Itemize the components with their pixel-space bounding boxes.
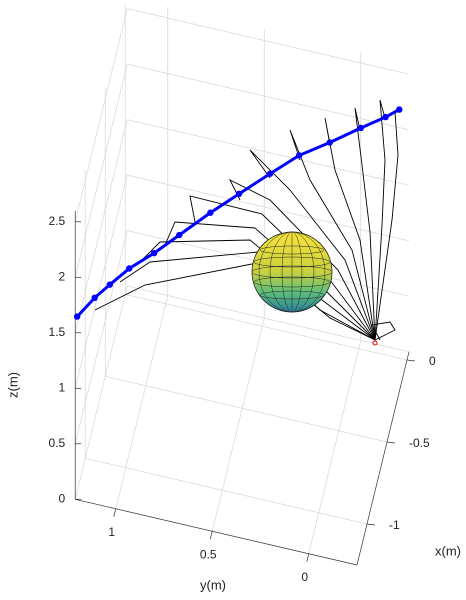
- grid-line: [127, 174, 410, 242]
- arm-link: [139, 239, 376, 341]
- x-tick: [406, 359, 416, 362]
- trajectory-point: [357, 124, 364, 132]
- z-tick-label: 2: [59, 269, 66, 283]
- obstacle-sphere: [251, 231, 333, 313]
- x-tick-label: 0: [429, 354, 436, 368]
- grid-line: [74, 286, 128, 500]
- arm-link: [94, 261, 376, 341]
- z-axis-title: z(m): [5, 372, 20, 398]
- trajectory-point: [396, 106, 403, 113]
- grid-line: [74, 175, 128, 389]
- base-marker: [372, 340, 378, 346]
- grid-line: [125, 293, 408, 361]
- y-tick-label: 1: [108, 525, 115, 539]
- grid-line: [74, 119, 128, 333]
- trajectory-point: [126, 265, 133, 272]
- trajectory-point: [382, 113, 389, 121]
- trajectory-point: [91, 294, 98, 301]
- y-tick: [209, 531, 213, 540]
- trajectory-point: [326, 139, 333, 146]
- arm-link: [374, 109, 401, 341]
- robot-arm-links: [94, 99, 401, 346]
- trajectory-point: [106, 281, 114, 288]
- arm-link: [374, 99, 386, 341]
- y-axis-line: [75, 498, 358, 566]
- grid-line: [211, 317, 265, 532]
- y-tick-label: 0.5: [200, 547, 217, 561]
- x-tick-label: -0.5: [409, 436, 430, 450]
- grid-line: [127, 8, 410, 75]
- grid-line: [74, 64, 128, 278]
- x-tick: [366, 523, 376, 526]
- grid-line: [74, 8, 128, 222]
- grid-line: [105, 375, 388, 443]
- arm-link: [189, 195, 376, 341]
- trajectory-point: [176, 231, 183, 239]
- z-tick-label: 1: [59, 380, 66, 394]
- trajectory-point: [295, 152, 303, 159]
- x-tick: [386, 441, 396, 444]
- grid-line: [127, 63, 410, 131]
- arm-link: [228, 178, 376, 341]
- y-tick-label: 0: [301, 570, 308, 584]
- arm-link: [289, 129, 376, 341]
- trajectory: [76, 108, 401, 318]
- arm-link: [324, 117, 376, 341]
- x-tick-label: -1: [389, 518, 400, 532]
- x-axis-line: [356, 351, 410, 566]
- z-tick-label: 0.5: [49, 436, 66, 450]
- grid-line: [127, 285, 410, 353]
- trajectory-point: [73, 313, 81, 320]
- grid-line: [85, 457, 368, 525]
- grid-line: [115, 295, 169, 509]
- y-tick: [113, 508, 117, 517]
- z-tick-label: 2.5: [49, 214, 66, 228]
- arm-link: [354, 107, 376, 341]
- arm-base: [371, 321, 396, 341]
- x-axis-title: x(m): [435, 543, 461, 558]
- grid-line: [308, 340, 362, 554]
- trajectory-point: [235, 190, 243, 198]
- grid-line: [127, 119, 410, 186]
- trajectory-point: [207, 209, 214, 216]
- y-tick: [306, 553, 310, 562]
- z-tick-label: 0: [59, 491, 66, 505]
- y-axis-title: y(m): [200, 577, 226, 592]
- grid-line: [74, 230, 128, 444]
- trajectory-point: [266, 170, 274, 177]
- z-tick-label: 1.5: [49, 325, 66, 339]
- arm-link: [164, 221, 376, 341]
- axes-box: [74, 5, 416, 566]
- arm-link: [249, 149, 376, 341]
- trajectory-point: [150, 249, 158, 257]
